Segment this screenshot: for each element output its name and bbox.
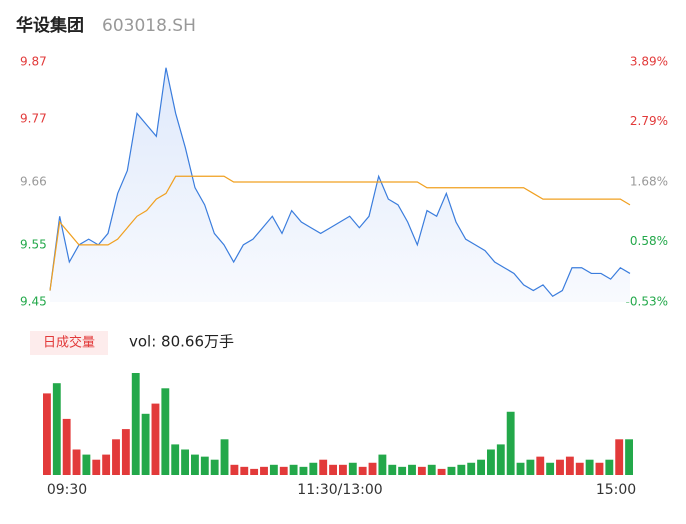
volume-bar bbox=[269, 464, 278, 475]
volume-bar bbox=[299, 466, 308, 475]
chart-subtitle: 603018.SH bbox=[102, 16, 196, 36]
volume-bar bbox=[388, 464, 397, 475]
volume-bar bbox=[516, 462, 525, 475]
price-area bbox=[50, 67, 630, 302]
volume-bar bbox=[575, 462, 584, 475]
volume-bar bbox=[141, 413, 150, 475]
volume-bar bbox=[43, 393, 51, 475]
series-line bbox=[49, 175, 631, 291]
volume-bar bbox=[447, 466, 456, 475]
volume-bar bbox=[112, 439, 120, 475]
y-tick-label: 9.45 bbox=[20, 295, 47, 309]
volume-bar bbox=[329, 464, 337, 475]
volume-bar bbox=[595, 462, 604, 475]
y-tick-label: 9.66 bbox=[20, 175, 47, 189]
y-tick-label: 9.55 bbox=[20, 237, 47, 251]
volume-bar bbox=[181, 449, 189, 475]
y2-tick-label: 2.79% bbox=[630, 114, 668, 128]
volume-bar bbox=[92, 459, 101, 475]
volume-bar bbox=[309, 462, 318, 475]
y2-tick-label: 0.58% bbox=[630, 234, 668, 248]
volume-bar bbox=[161, 388, 170, 475]
volume-bar bbox=[279, 466, 288, 475]
volume-bar bbox=[210, 459, 219, 475]
x-tick-label: 15:00 bbox=[596, 482, 636, 498]
y2-tick-label: 3.89% bbox=[630, 55, 668, 69]
volume-bar bbox=[260, 466, 268, 475]
volume-bar bbox=[102, 454, 111, 475]
volume-bar bbox=[72, 449, 81, 475]
volume-bar bbox=[82, 454, 91, 475]
volume-bar bbox=[191, 454, 199, 475]
x-tick-label: 11:30/13:00 bbox=[297, 482, 382, 498]
volume-badge bbox=[30, 331, 108, 355]
volume-bar bbox=[427, 464, 436, 475]
volume-bar bbox=[556, 459, 564, 475]
volume-bar bbox=[250, 468, 259, 475]
y2-tick-label: 1.68% bbox=[630, 175, 668, 189]
chart-title: 华设集团 bbox=[16, 15, 84, 36]
volume-bar bbox=[487, 449, 495, 475]
volume-bar bbox=[378, 454, 387, 475]
y-tick-label: 9.77 bbox=[20, 112, 47, 126]
volume-bar bbox=[348, 462, 357, 475]
volume-bar bbox=[121, 429, 130, 475]
y-tick-label: 9.87 bbox=[20, 55, 47, 69]
volume-bar bbox=[457, 464, 466, 475]
volume-bar bbox=[289, 464, 298, 475]
volume-text: vol: 80.66万手 bbox=[129, 333, 234, 351]
volume-label: 日成交量 bbox=[43, 335, 95, 351]
volume-bar bbox=[358, 466, 367, 475]
volume-bar bbox=[477, 459, 485, 475]
x-tick-label: 09:30 bbox=[47, 482, 87, 498]
volume-bar bbox=[565, 456, 574, 475]
volume-bar bbox=[615, 439, 624, 475]
volume-bar bbox=[437, 468, 446, 475]
volume-bar bbox=[526, 459, 535, 475]
volume-bar bbox=[131, 373, 140, 475]
volume-bar bbox=[536, 456, 545, 475]
volume-bar bbox=[368, 462, 377, 475]
series-line bbox=[49, 67, 631, 298]
volume-bar bbox=[467, 462, 476, 475]
volume-bar bbox=[151, 403, 160, 475]
volume-bar bbox=[319, 459, 328, 475]
volume-bar bbox=[585, 459, 594, 475]
volume-bar bbox=[200, 456, 209, 475]
volume-bar bbox=[496, 444, 505, 475]
volume-bar bbox=[220, 439, 229, 475]
volume-bar bbox=[605, 459, 614, 475]
y2-tick-label: -0.53% bbox=[626, 295, 668, 309]
volume-bar bbox=[339, 464, 347, 475]
volume-bar bbox=[398, 466, 407, 475]
volume-bar bbox=[506, 411, 515, 475]
volume-bar bbox=[62, 418, 71, 475]
volume-bar bbox=[417, 466, 426, 475]
volume-bar bbox=[625, 439, 633, 475]
volume-bar bbox=[546, 462, 555, 475]
volume-bar bbox=[230, 464, 239, 475]
volume-bar bbox=[52, 383, 61, 475]
volume-bar bbox=[408, 464, 416, 475]
volume-bar bbox=[171, 444, 180, 475]
volume-bar bbox=[240, 466, 249, 475]
